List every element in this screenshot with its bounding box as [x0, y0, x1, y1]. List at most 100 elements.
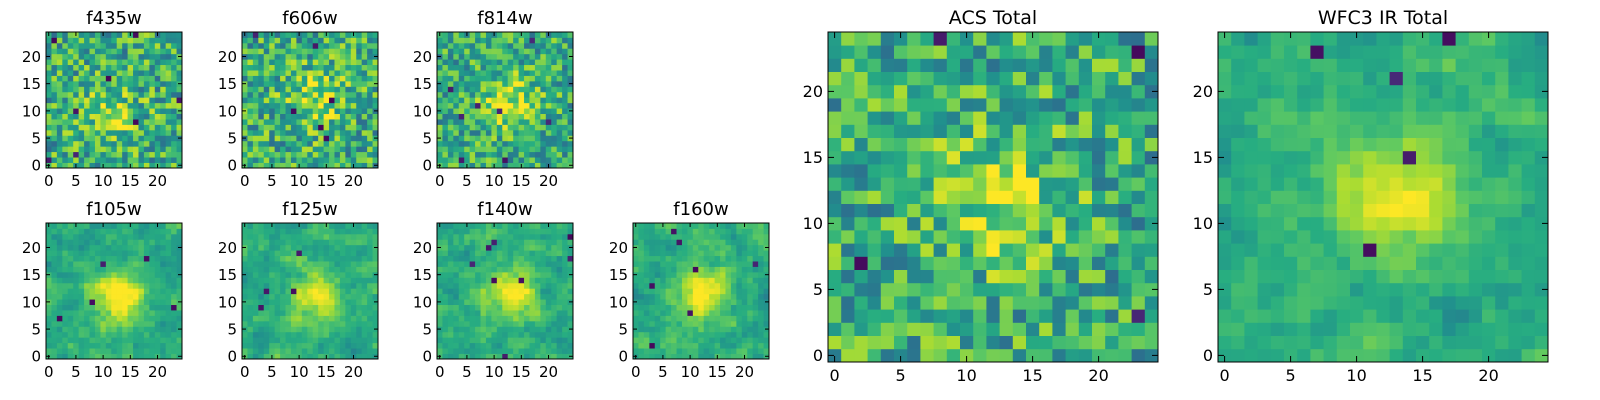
heatmap-cell	[263, 250, 270, 257]
heatmap-cell	[556, 331, 563, 338]
heatmap-cell	[323, 244, 330, 251]
heatmap-cell	[464, 239, 471, 246]
heatmap-cell	[323, 348, 330, 354]
heatmap-cell	[556, 97, 563, 104]
heatmap-cell	[534, 59, 541, 66]
heatmap-cell	[339, 70, 346, 76]
heatmap-cell	[545, 146, 552, 153]
heatmap-cell	[116, 102, 123, 109]
heatmap-cell	[567, 70, 574, 76]
heatmap-cell	[143, 151, 150, 158]
heatmap-cell	[464, 42, 471, 49]
heatmap-cell	[513, 320, 519, 327]
heatmap-cell	[160, 331, 167, 338]
heatmap-cell	[143, 282, 150, 289]
heatmap-cell	[894, 177, 908, 191]
heatmap-cell	[176, 233, 183, 240]
heatmap-cell	[89, 119, 96, 125]
heatmap-cell	[763, 304, 770, 311]
heatmap-cell	[725, 315, 732, 322]
heatmap-cell	[329, 255, 335, 262]
heatmap-cell	[100, 129, 107, 136]
heatmap-cell	[475, 261, 481, 267]
heatmap-cell	[475, 48, 481, 55]
heatmap-cell	[687, 348, 694, 354]
heatmap-cell	[160, 32, 167, 38]
heatmap-cell	[491, 261, 498, 267]
heatmap-cell	[703, 244, 710, 251]
heatmap-cell	[258, 119, 265, 125]
heatmap-cell	[301, 135, 308, 142]
heatmap-cell	[127, 261, 134, 267]
heatmap-cell	[263, 42, 270, 49]
heatmap-cell	[78, 102, 85, 109]
heatmap-cell	[258, 75, 265, 82]
heatmap-cell	[480, 320, 487, 327]
heatmap-cell	[507, 75, 514, 82]
heatmap-cell	[453, 86, 460, 93]
heatmap-cell	[469, 86, 476, 93]
heatmap-cell	[154, 108, 161, 114]
heatmap-cell	[307, 97, 314, 104]
heatmap-cell	[562, 37, 568, 44]
heatmap-cell	[513, 80, 519, 87]
heatmap-cell	[1039, 230, 1053, 244]
heatmap-cell	[540, 239, 547, 246]
heatmap-cell	[56, 70, 63, 76]
heatmap-cell	[567, 261, 574, 267]
heatmap-cell	[176, 288, 183, 295]
heatmap-cell	[127, 129, 134, 136]
heatmap-cell	[94, 119, 101, 125]
heatmap-cell	[334, 42, 341, 49]
heatmap-cell	[165, 228, 172, 235]
heatmap-cell	[458, 337, 465, 344]
heatmap-cell	[143, 162, 150, 169]
heatmap-cell	[464, 113, 471, 120]
heatmap-cell	[84, 86, 90, 93]
heatmap-cell	[485, 261, 492, 267]
heatmap-cell	[149, 277, 156, 284]
heatmap-cell	[339, 277, 346, 284]
heatmap-cell	[714, 261, 721, 267]
heatmap-cell	[307, 129, 314, 136]
heatmap-cell	[437, 342, 443, 349]
heatmap-cell	[491, 70, 498, 76]
heatmap-cell	[263, 293, 270, 300]
heatmap-cell	[638, 353, 645, 360]
heatmap-cell	[545, 86, 552, 93]
heatmap-cell	[73, 151, 80, 158]
heatmap-cell	[524, 53, 530, 60]
heatmap-cell	[329, 228, 335, 235]
heatmap-cell	[94, 320, 101, 327]
heatmap-cell	[252, 91, 259, 98]
heatmap-cell	[247, 42, 254, 49]
heatmap-cell	[105, 146, 112, 153]
heatmap-cell	[736, 223, 743, 229]
heatmap-cell	[176, 70, 183, 76]
heatmap-cell	[51, 129, 58, 136]
heatmap-cell	[1131, 282, 1146, 297]
heatmap-cell	[1012, 177, 1027, 191]
heatmap-cell	[263, 320, 270, 327]
heatmap-cell	[105, 239, 112, 246]
heatmap-cell	[263, 228, 270, 235]
heatmap-cell	[301, 140, 308, 147]
heatmap-cell	[307, 233, 314, 240]
heatmap-cell	[94, 70, 101, 76]
heatmap-cell	[894, 216, 908, 231]
heatmap-cell	[143, 102, 150, 109]
heatmap-cell	[665, 337, 672, 344]
heatmap-cell	[447, 271, 454, 278]
heatmap-cell	[1065, 269, 1080, 284]
heatmap-cell	[356, 80, 363, 87]
heatmap-cell	[551, 250, 558, 257]
heatmap-cell	[1012, 322, 1027, 336]
heatmap-cell	[758, 255, 764, 262]
heatmap-cell	[84, 80, 90, 87]
heatmap-cell	[323, 91, 330, 98]
heatmap-cell	[290, 293, 297, 300]
heatmap-cell	[1092, 243, 1106, 257]
heatmap-cell	[1012, 190, 1027, 204]
x-tick-label: 15	[708, 363, 727, 381]
heatmap-cell	[567, 255, 574, 262]
